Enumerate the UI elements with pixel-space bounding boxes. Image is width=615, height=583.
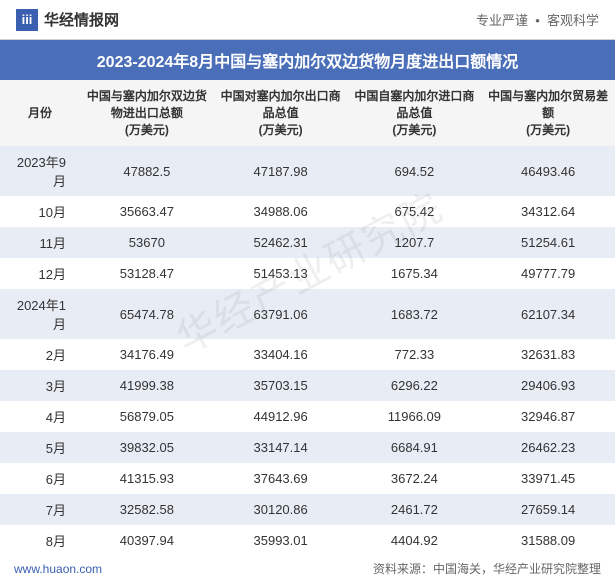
month-cell: 2023年9月 (0, 146, 80, 196)
value-cell: 35663.47 (80, 196, 214, 227)
value-cell: 44912.96 (214, 401, 348, 432)
month-cell: 3月 (0, 370, 80, 401)
month-cell: 10月 (0, 196, 80, 227)
value-cell: 31588.09 (481, 525, 615, 556)
value-cell: 33404.16 (214, 339, 348, 370)
footer-url: www.huaon.com (14, 562, 102, 576)
value-cell: 1683.72 (348, 289, 482, 339)
value-cell: 32946.87 (481, 401, 615, 432)
logo-section: iii 华经情报网 (16, 9, 119, 31)
value-cell: 35993.01 (214, 525, 348, 556)
value-cell: 33147.14 (214, 432, 348, 463)
page-header: iii 华经情报网 专业严谨 • 客观科学 (0, 0, 615, 40)
value-cell: 53128.47 (80, 258, 214, 289)
footer-source: 资料来源：中国海关，华经产业研究院整理 (373, 560, 601, 577)
value-cell: 4404.92 (348, 525, 482, 556)
table-row: 11月5367052462.311207.751254.61 (0, 227, 615, 258)
month-cell: 8月 (0, 525, 80, 556)
value-cell: 32582.58 (80, 494, 214, 525)
value-cell: 33971.45 (481, 463, 615, 494)
value-cell: 51254.61 (481, 227, 615, 258)
value-cell: 2461.72 (348, 494, 482, 525)
value-cell: 26462.23 (481, 432, 615, 463)
value-cell: 30120.86 (214, 494, 348, 525)
month-cell: 2月 (0, 339, 80, 370)
table-row: 5月39832.0533147.146684.9126462.23 (0, 432, 615, 463)
month-cell: 12月 (0, 258, 80, 289)
value-cell: 37643.69 (214, 463, 348, 494)
table-row: 4月56879.0544912.9611966.0932946.87 (0, 401, 615, 432)
value-cell: 1675.34 (348, 258, 482, 289)
value-cell: 39832.05 (80, 432, 214, 463)
value-cell: 56879.05 (80, 401, 214, 432)
column-header-3: 中国自塞内加尔进口商品总值(万美元) (348, 80, 482, 146)
month-cell: 11月 (0, 227, 80, 258)
value-cell: 65474.78 (80, 289, 214, 339)
value-cell: 41999.38 (80, 370, 214, 401)
value-cell: 27659.14 (481, 494, 615, 525)
table-row: 8月40397.9435993.014404.9231588.09 (0, 525, 615, 556)
value-cell: 35703.15 (214, 370, 348, 401)
value-cell: 1207.7 (348, 227, 482, 258)
value-cell: 53670 (80, 227, 214, 258)
table-row: 7月32582.5830120.862461.7227659.14 (0, 494, 615, 525)
value-cell: 49777.79 (481, 258, 615, 289)
value-cell: 51453.13 (214, 258, 348, 289)
value-cell: 29406.93 (481, 370, 615, 401)
column-header-0: 月份 (0, 80, 80, 146)
table-row: 10月35663.4734988.06675.4234312.64 (0, 196, 615, 227)
month-cell: 2024年1月 (0, 289, 80, 339)
table-body: 2023年9月47882.547187.98694.5246493.4610月3… (0, 146, 615, 556)
value-cell: 3672.24 (348, 463, 482, 494)
value-cell: 52462.31 (214, 227, 348, 258)
table-header: 月份中国与塞内加尔双边货物进出口总额(万美元)中国对塞内加尔出口商品总值(万美元… (0, 80, 615, 146)
value-cell: 62107.34 (481, 289, 615, 339)
page-footer: www.huaon.com 资料来源：中国海关，华经产业研究院整理 (0, 556, 615, 583)
table-row: 2024年1月65474.7863791.061683.7262107.34 (0, 289, 615, 339)
month-cell: 5月 (0, 432, 80, 463)
value-cell: 6684.91 (348, 432, 482, 463)
table-row: 3月41999.3835703.156296.2229406.93 (0, 370, 615, 401)
month-cell: 7月 (0, 494, 80, 525)
column-header-4: 中国与塞内加尔贸易差额(万美元) (481, 80, 615, 146)
chart-title: 2023-2024年8月中国与塞内加尔双边货物月度进出口额情况 (0, 40, 615, 80)
value-cell: 675.42 (348, 196, 482, 227)
data-table: 月份中国与塞内加尔双边货物进出口总额(万美元)中国对塞内加尔出口商品总值(万美元… (0, 80, 615, 556)
value-cell: 40397.94 (80, 525, 214, 556)
value-cell: 34312.64 (481, 196, 615, 227)
value-cell: 63791.06 (214, 289, 348, 339)
month-cell: 6月 (0, 463, 80, 494)
value-cell: 47882.5 (80, 146, 214, 196)
value-cell: 694.52 (348, 146, 482, 196)
value-cell: 11966.09 (348, 401, 482, 432)
logo-text: 华经情报网 (44, 9, 119, 30)
value-cell: 34988.06 (214, 196, 348, 227)
value-cell: 6296.22 (348, 370, 482, 401)
tagline-right: 客观科学 (547, 13, 599, 28)
table-row: 12月53128.4751453.131675.3449777.79 (0, 258, 615, 289)
tagline-left: 专业严谨 (476, 13, 528, 28)
value-cell: 47187.98 (214, 146, 348, 196)
value-cell: 34176.49 (80, 339, 214, 370)
data-table-container: 月份中国与塞内加尔双边货物进出口总额(万美元)中国对塞内加尔出口商品总值(万美元… (0, 80, 615, 556)
value-cell: 46493.46 (481, 146, 615, 196)
month-cell: 4月 (0, 401, 80, 432)
table-row: 2月34176.4933404.16772.3332631.83 (0, 339, 615, 370)
table-row: 2023年9月47882.547187.98694.5246493.46 (0, 146, 615, 196)
value-cell: 772.33 (348, 339, 482, 370)
logo-icon: iii (16, 9, 38, 31)
column-header-1: 中国与塞内加尔双边货物进出口总额(万美元) (80, 80, 214, 146)
table-row: 6月41315.9337643.693672.2433971.45 (0, 463, 615, 494)
column-header-2: 中国对塞内加尔出口商品总值(万美元) (214, 80, 348, 146)
value-cell: 41315.93 (80, 463, 214, 494)
value-cell: 32631.83 (481, 339, 615, 370)
tagline: 专业严谨 • 客观科学 (476, 10, 599, 29)
